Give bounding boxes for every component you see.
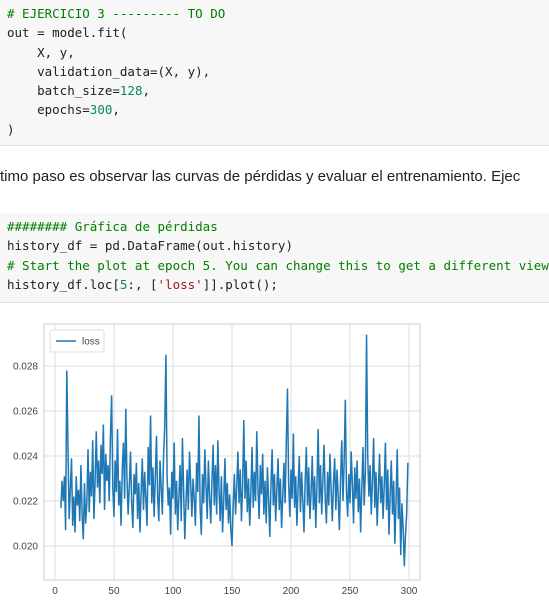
code-line: # EJERCICIO 3 --------- TO DO [7,6,226,21]
code-line: history_df.loc[5:, ['loss']].plot(); [7,276,278,292]
y-tick-label: 0.022 [13,497,38,508]
chart: 0.020 0.022 0.024 0.026 0.028 0 50 100 150 200 250… [13,323,421,597]
x-tick-label: 100 [165,586,182,597]
code-line: X, y, [7,44,75,60]
x-tick-label: 0 [52,586,58,597]
line-series [60,334,409,567]
code-cell: ######## Gráfica de pérdidas history_df =… [0,213,549,303]
x-tick-label: 50 [108,586,120,597]
code-line: ######## Gráfica de pérdidas [7,219,218,234]
x-tick-label: 300 [401,586,418,597]
code-line: # Start the plot at epoch 5. You can cha… [7,257,549,273]
markdown-text: timo paso es observar las curvas de pérd… [0,168,521,185]
x-tick-label: 200 [283,586,300,597]
y-tick-label: 0.028 [13,362,38,373]
code-line: batch_size=128, [7,83,150,99]
x-tick-label: 150 [224,586,241,597]
y-tick-label: 0.024 [13,452,38,463]
code-line: validation_data=(X, y), [7,63,211,79]
y-tick-label: 0.020 [13,542,38,553]
code-line: history_df = pd.DataFrame(out.history) [7,238,293,254]
y-tick-label: 0.026 [13,407,38,418]
x-tick-label: 250 [342,586,359,597]
code-line: out = model.fit( [7,25,128,41]
code-line: ) [7,121,15,137]
code-line: epochs=300, [7,102,120,118]
legend-box [49,329,105,353]
code-cell: # EJERCICIO 3 --------- TO DO out = model… [0,0,549,146]
legend-label: loss [82,337,100,348]
